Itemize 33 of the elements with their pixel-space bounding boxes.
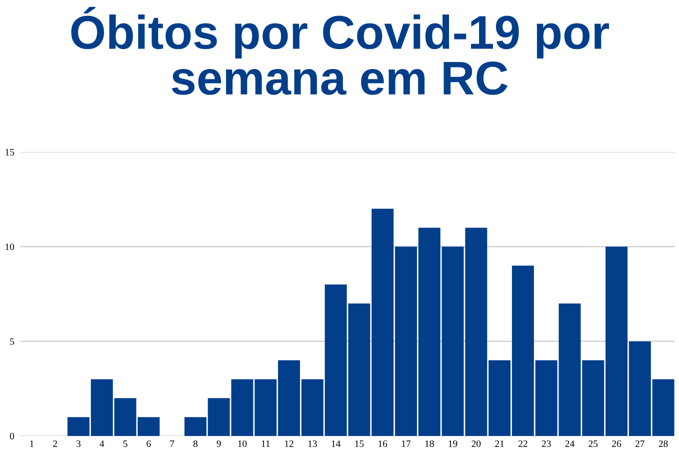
- x-tick-label: 15: [355, 440, 364, 448]
- x-tick-label: 21: [495, 440, 504, 447]
- x-tick-label: 17: [402, 440, 411, 447]
- x-tick-label: 22: [518, 440, 528, 447]
- x-tick-label: 28: [658, 440, 668, 448]
- x-tick-label: 26: [612, 440, 622, 448]
- y-tick-label: 15: [6, 148, 14, 156]
- x-tick-label: 19: [448, 440, 458, 448]
- x-tick-label: 14: [332, 440, 341, 447]
- x-tick-label: 25: [588, 440, 598, 448]
- x-tick-label: 16: [378, 440, 388, 448]
- x-tick-label: 7: [170, 440, 174, 447]
- chart-title: Óbitos por Covid-19 por semana em RC: [71, 6, 610, 95]
- x-tick-label: 18: [425, 440, 434, 448]
- y-tick-label: 10: [6, 244, 14, 250]
- x-tick-label: 27: [635, 440, 644, 447]
- x-tick-label: 20: [472, 440, 481, 448]
- x-tick-label: 10: [238, 440, 247, 448]
- x-tick-label: 3: [76, 440, 81, 448]
- x-tick-label: 6: [146, 440, 151, 448]
- x-tick-label: 12: [285, 440, 294, 447]
- y-tick-label: 5: [10, 338, 14, 345]
- y-tick-label: 0: [10, 432, 14, 440]
- x-tick-label: 23: [542, 440, 551, 448]
- x-tick-label: 2: [53, 440, 57, 447]
- x-tick-label: 1: [30, 440, 34, 447]
- x-tick-label: 5: [123, 440, 128, 448]
- x-tick-label: 11: [262, 440, 270, 447]
- x-tick-label: 8: [193, 440, 198, 448]
- x-tick-label: 13: [308, 440, 317, 448]
- x-tick-label: 24: [565, 440, 574, 447]
- x-tick-label: 4: [100, 440, 104, 447]
- x-tick-label: 9: [216, 440, 221, 448]
